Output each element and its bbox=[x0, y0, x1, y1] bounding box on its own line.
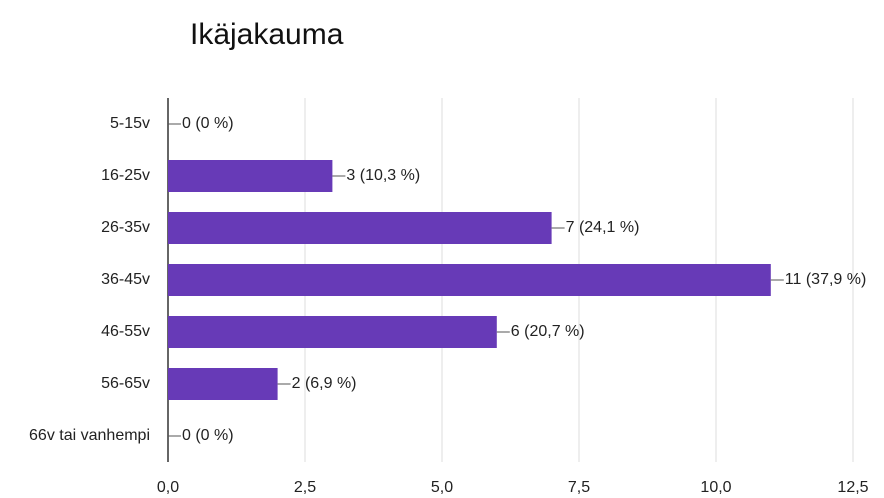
bar bbox=[168, 212, 552, 244]
bar bbox=[168, 264, 771, 296]
x-tick-label: 7,5 bbox=[568, 479, 590, 496]
y-tick-label: 36-45v bbox=[101, 271, 150, 288]
y-tick-label: 16-25v bbox=[101, 167, 150, 184]
value-label: 2 (6,9 %) bbox=[292, 375, 357, 392]
y-tick-label: 5-15v bbox=[110, 115, 150, 132]
y-tick-label: 66v tai vanhempi bbox=[29, 427, 150, 444]
x-tick-label: 12,5 bbox=[837, 479, 868, 496]
x-tick-label: 5,0 bbox=[431, 479, 453, 496]
value-label: 0 (0 %) bbox=[182, 115, 234, 132]
bar bbox=[168, 160, 333, 192]
y-tick-label: 56-65v bbox=[101, 375, 150, 392]
bar bbox=[168, 368, 278, 400]
x-tick-label: 0,0 bbox=[157, 479, 179, 496]
y-tick-label: 26-35v bbox=[101, 219, 150, 236]
value-label: 7 (24,1 %) bbox=[566, 219, 640, 236]
value-label: 0 (0 %) bbox=[182, 427, 234, 444]
chart-title: Ikäjakauma bbox=[190, 18, 344, 51]
y-tick-label: 46-55v bbox=[101, 323, 150, 340]
value-label: 11 (37,9 %) bbox=[785, 271, 867, 288]
value-label: 6 (20,7 %) bbox=[511, 323, 585, 340]
bar bbox=[168, 316, 497, 348]
value-label: 3 (10,3 %) bbox=[346, 167, 420, 184]
x-tick-label: 2,5 bbox=[294, 479, 316, 496]
x-tick-label: 10,0 bbox=[700, 479, 731, 496]
